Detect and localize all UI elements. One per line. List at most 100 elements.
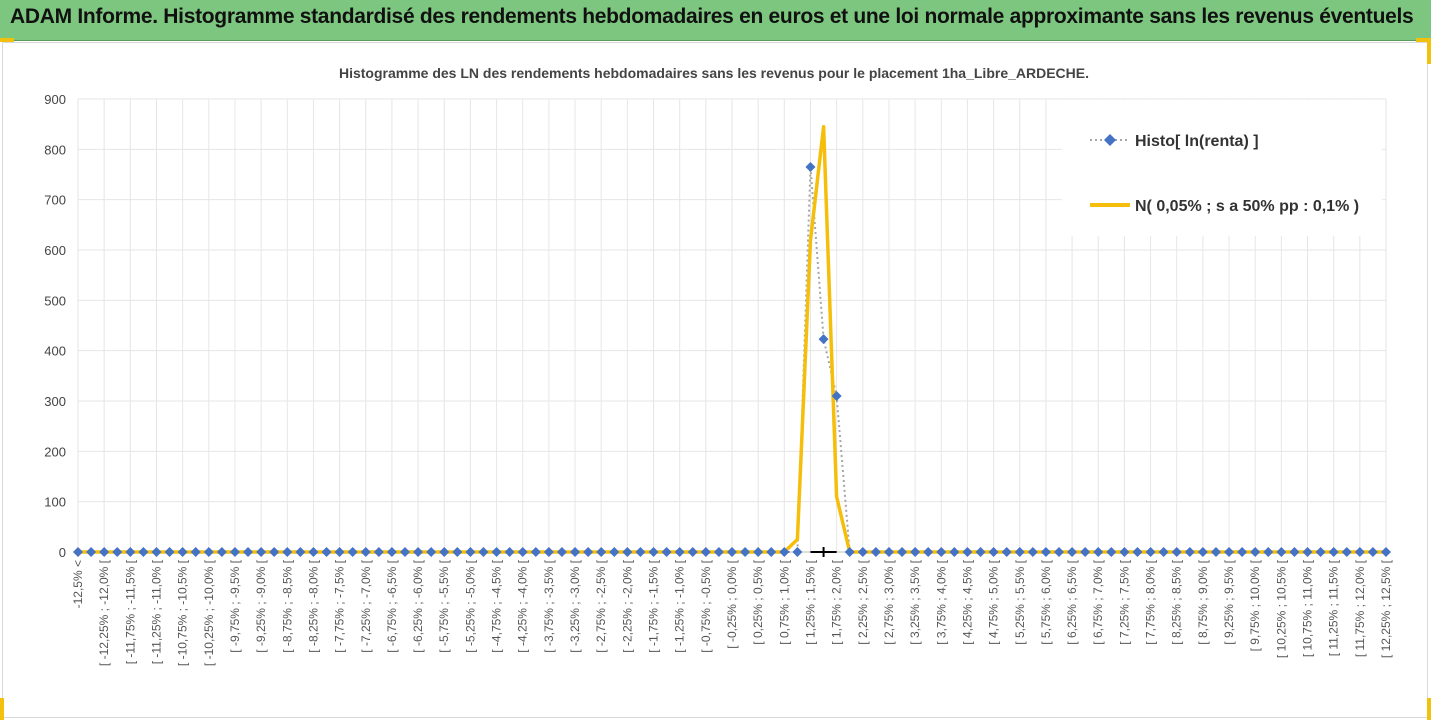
histo-point xyxy=(831,390,842,401)
series xyxy=(73,124,1391,557)
histo-point xyxy=(138,547,149,557)
corner-accent-right-bottom xyxy=(1427,698,1431,720)
histo-point xyxy=(530,547,541,557)
histo-point xyxy=(360,547,371,557)
x-tick-label: [ 12,25% ; 12,5% [ xyxy=(1379,559,1393,658)
x-tick-label: [ -0,75% ; -0,5% [ xyxy=(699,559,713,652)
histo-point xyxy=(857,547,868,557)
corner-accent-right-top xyxy=(1427,38,1431,64)
histo-point xyxy=(1158,547,1169,557)
histo-point xyxy=(282,547,293,557)
x-tick-label: [ -5,75% ; -5,5% [ xyxy=(437,559,451,652)
y-tick-label: 500 xyxy=(44,293,66,308)
histo-point xyxy=(648,547,659,557)
histo-point xyxy=(661,547,672,557)
histo-point xyxy=(1250,547,1261,557)
x-tick-label: [ -7,75% ; -7,5% [ xyxy=(333,559,347,652)
x-tick-label: [ -1,25% ; -1,0% [ xyxy=(673,559,687,652)
x-tick-label: [ 0,25% ; 0,5% [ xyxy=(751,559,765,644)
histo-point xyxy=(1381,547,1391,557)
histo-point xyxy=(190,547,201,557)
x-tick-label: [ -7,25% ; -7,0% [ xyxy=(359,559,373,652)
histo-point xyxy=(295,547,306,557)
histo-point xyxy=(256,547,267,557)
y-tick-label: 0 xyxy=(59,545,66,560)
histo-point xyxy=(177,547,188,557)
histo-point xyxy=(897,547,908,557)
x-tick-label: [ 2,75% ; 3,0% [ xyxy=(882,559,896,644)
x-tick-label: [ -4,75% ; -4,5% [ xyxy=(490,559,504,652)
histo-point xyxy=(910,547,921,557)
histo-point xyxy=(1014,547,1025,557)
x-tick-label: [ 7,25% ; 7,5% [ xyxy=(1117,559,1131,644)
x-tick-label: [ 11,75% ; 12,0% [ xyxy=(1353,559,1367,657)
histo-point xyxy=(1315,547,1326,557)
histo-point xyxy=(465,547,476,557)
histo-point xyxy=(347,547,358,557)
x-axis-ticks: -12,5% < [ -12,25% ; -12,0% [[ -11,75% ; … xyxy=(71,559,1393,666)
histo-point xyxy=(452,547,463,557)
histo-point xyxy=(269,547,280,557)
histo-point xyxy=(216,547,227,557)
x-tick-label: [ -1,75% ; -1,5% [ xyxy=(647,559,661,652)
x-tick-label: [ 7,75% ; 8,0% [ xyxy=(1144,559,1158,644)
histo-point xyxy=(1093,547,1104,557)
histo-point xyxy=(1354,547,1365,557)
x-tick-label: [ 9,75% ; 10,0% [ xyxy=(1248,559,1262,651)
histo-point xyxy=(99,547,110,557)
x-tick-label: [ 8,25% ; 8,5% [ xyxy=(1170,559,1184,644)
histo-point xyxy=(949,547,960,557)
histo-point xyxy=(805,161,816,172)
histo-point xyxy=(203,547,214,557)
histo-point xyxy=(713,547,724,557)
histo-point xyxy=(86,547,97,557)
x-tick-label: [ -2,25% ; -2,0% [ xyxy=(620,559,634,652)
x-tick-label: [ -2,75% ; -2,5% [ xyxy=(594,559,608,652)
legend-histo-marker-icon xyxy=(1104,134,1116,146)
x-tick-label: [ -9,75% ; -9,5% [ xyxy=(228,559,242,652)
histo-point xyxy=(1224,547,1235,557)
legend: Histo[ ln(renta) ] N( 0,05% ; s a 50% pp… xyxy=(1062,100,1382,236)
y-tick-label: 200 xyxy=(44,444,66,459)
histo-point xyxy=(1080,547,1091,557)
x-tick-label: [ -10,25% ; -10,0% [ xyxy=(202,559,216,666)
x-tick-label: [ -3,75% ; -3,5% [ xyxy=(542,559,556,652)
histo-point xyxy=(1067,547,1078,557)
histo-point xyxy=(1184,547,1195,557)
histo-point xyxy=(229,547,240,557)
histo-point xyxy=(413,547,424,557)
histo-point xyxy=(674,547,685,557)
x-tick-label: [ -0,25% ; 0,0% [ xyxy=(725,559,739,648)
corner-accent-top-right xyxy=(1416,38,1430,42)
chart-title: Histogramme des LN des rendements hebdom… xyxy=(339,65,1089,81)
x-tick-label: [ 5,25% ; 5,5% [ xyxy=(1013,559,1027,644)
x-tick-label: [ 10,75% ; 11,0% [ xyxy=(1301,559,1315,657)
histo-point xyxy=(779,547,790,557)
histo-point xyxy=(792,547,803,557)
histo-point xyxy=(73,547,83,557)
x-tick-label: [ 3,75% ; 4,0% [ xyxy=(934,559,948,644)
x-tick-label: [ -12,25% ; -12,0% [ xyxy=(97,559,111,666)
y-tick-label: 300 xyxy=(44,394,66,409)
x-tick-label: [ -11,25% ; -11,0% [ xyxy=(149,559,163,664)
x-tick-label: [ 4,25% ; 4,5% [ xyxy=(960,559,974,644)
histo-point xyxy=(321,547,332,557)
report-title: ADAM Informe. Histogramme standardisé de… xyxy=(10,5,1414,28)
histo-point xyxy=(439,547,450,557)
x-tick-label: [ -3,25% ; -3,0% [ xyxy=(568,559,582,652)
histo-point xyxy=(936,547,947,557)
histo-point xyxy=(400,547,410,557)
histo-point xyxy=(727,547,737,557)
chart-frame xyxy=(2,42,1428,718)
corner-accent-top-left xyxy=(0,38,14,42)
x-tick-label: [ -6,25% ; -6,0% [ xyxy=(411,559,425,652)
x-tick-label: [ 9,25% ; 9,5% [ xyxy=(1222,559,1236,644)
x-tick-label: [ -5,25% ; -5,0% [ xyxy=(463,559,477,652)
histo-point xyxy=(386,547,397,557)
legend-histo-label: Histo[ ln(renta) ] xyxy=(1135,133,1259,150)
histo-point xyxy=(1237,547,1248,557)
histo-point xyxy=(556,547,567,557)
y-tick-label: 700 xyxy=(44,193,66,208)
x-tick-label: [ -4,25% ; -4,0% [ xyxy=(516,559,530,652)
